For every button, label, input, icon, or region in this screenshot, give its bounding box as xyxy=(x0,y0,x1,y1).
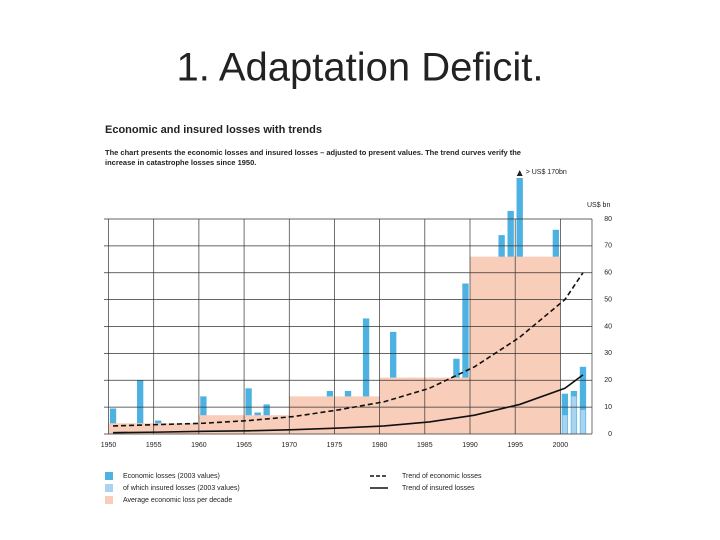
chart-subtitle: increase in catastrophe losses since 195… xyxy=(105,158,256,167)
annotation: > US$ 170bn xyxy=(526,169,567,176)
annotation-arrow xyxy=(516,170,523,176)
legend-label: Average economic loss per decade xyxy=(123,497,232,504)
y-tick-label: 70 xyxy=(604,243,612,250)
legend-swatch xyxy=(105,496,113,504)
slide-title: 1. Adaptation Deficit. xyxy=(177,46,544,90)
y-tick-label: 60 xyxy=(604,270,612,277)
x-tick-label: 1995 xyxy=(507,442,523,449)
insured-bar xyxy=(571,396,577,434)
x-tick-label: 1985 xyxy=(417,442,433,449)
legend-swatch xyxy=(105,472,113,480)
x-tick-label: 1955 xyxy=(146,442,162,449)
y-tick-label: 50 xyxy=(604,296,612,303)
economic-bar xyxy=(109,408,117,434)
x-tick-label: 2000 xyxy=(553,442,569,449)
legend-label: Economic losses (2003 values) xyxy=(123,473,220,480)
y-tick-label: 10 xyxy=(604,404,612,411)
legend-swatch xyxy=(105,484,113,492)
y-tick-label: 30 xyxy=(604,350,612,357)
chart-title: Economic and insured losses with trends xyxy=(105,124,322,136)
x-tick-label: 1950 xyxy=(101,442,117,449)
y-axis-label: US$ bn xyxy=(587,202,610,209)
economic-bar xyxy=(579,366,587,434)
x-tick-label: 1965 xyxy=(236,442,252,449)
x-tick-label: 1980 xyxy=(372,442,388,449)
chart-subtitle: The chart presents the economic losses a… xyxy=(105,148,521,157)
x-tick-label: 1970 xyxy=(281,442,297,449)
trend-line xyxy=(113,272,584,427)
legend-label: Trend of economic losses xyxy=(402,473,482,480)
economic-bar xyxy=(462,283,469,434)
economic-bar xyxy=(362,318,370,434)
economic-bar xyxy=(245,388,252,434)
x-tick-label: 1990 xyxy=(462,442,478,449)
insured-bar xyxy=(580,409,586,434)
legend-label: of which insured losses (2003 values) xyxy=(123,485,240,492)
x-tick-label: 1960 xyxy=(191,442,207,449)
legend-label: Trend of insured losses xyxy=(402,485,475,492)
insured-bar xyxy=(562,415,568,434)
y-tick-label: 80 xyxy=(604,216,612,223)
y-tick-label: 40 xyxy=(604,323,612,330)
trend-line xyxy=(113,374,584,434)
y-tick-label: 0 xyxy=(608,431,612,438)
y-tick-label: 20 xyxy=(604,377,612,384)
economic-bar xyxy=(561,393,569,434)
x-tick-label: 1975 xyxy=(327,442,343,449)
